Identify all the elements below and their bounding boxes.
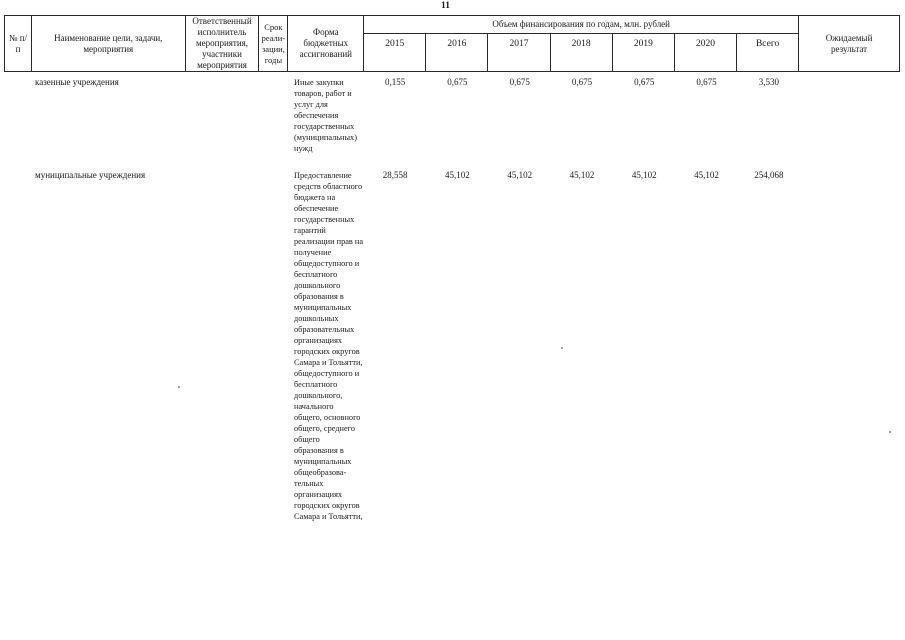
header-cell-year-2019: 2019 (613, 34, 675, 71)
cell-value-2019: 0,675 (634, 77, 655, 87)
header-cell-expected-result: Ожидаемый результат (825, 32, 873, 54)
header-cell-year-2020: 2020 (675, 34, 738, 71)
scan-speck (178, 386, 180, 388)
header-cell-executor: Ответственный исполнитель мероприятия, у… (186, 16, 260, 71)
cell-value-2020: 45,102 (694, 170, 719, 180)
cell-value-2020: 0,675 (696, 77, 717, 87)
header-cell-year-2017: 2017 (488, 34, 551, 71)
cell-value-total: 3,530 (758, 77, 779, 87)
table-body: казенные учреждения Иные закупки товаров… (4, 72, 900, 522)
header-group-financing: Объем финансирования по годам, млн. рубл… (364, 16, 800, 71)
header-cell-form: Форма бюджетных ассигнований (288, 16, 365, 71)
header-cell-year-2015: 2015 (364, 34, 427, 71)
cell-values-group: 28,558 45,102 45,102 45,102 45,102 45,10… (364, 165, 800, 180)
header-cell-name: Наименование цели, задачи, мероприятия (32, 16, 186, 71)
budget-financing-table: № п/п Наименование цели, задачи, меропри… (4, 15, 900, 522)
cell-value-2015: 28,558 (382, 170, 408, 180)
header-cell-term: Срок реали- зации, годы (259, 16, 289, 71)
cell-value-total: 254,068 (754, 170, 784, 180)
table-header-row: № п/п Наименование цели, задачи, меропри… (4, 15, 900, 72)
page-number: 11 (441, 1, 450, 11)
financing-group-title: Объем финансирования по годам, млн. рубл… (364, 16, 799, 34)
cell-name: казенные учреждения (35, 77, 119, 87)
table-row-kazennye: казенные учреждения Иные закупки товаров… (4, 72, 900, 165)
scan-speck (889, 431, 891, 433)
table-row-municipalnye: муниципальные учреждения Предоставление … (4, 165, 900, 522)
cell-name: муниципальные учреждения (35, 170, 146, 180)
cell-value-2016: 45,102 (445, 170, 470, 180)
header-cell-year-2016: 2016 (426, 34, 489, 71)
cell-value-2016: 0,675 (447, 77, 468, 87)
cell-value-2019: 45,102 (631, 170, 657, 180)
financing-years-row: 2015 2016 2017 2018 2019 2020 Всего (364, 34, 798, 71)
cell-value-2017: 0,675 (509, 77, 530, 87)
cell-value-2018: 45,102 (569, 170, 595, 180)
cell-form: Предоставление средств областного бюджет… (294, 171, 364, 521)
scan-speck (561, 347, 563, 349)
cell-value-2017: 45,102 (507, 170, 533, 180)
header-cell-num: № п/п (5, 16, 32, 71)
cell-value-2015: 0,155 (385, 77, 406, 87)
header-cell-year-2018: 2018 (551, 34, 613, 71)
header-cell-total: Всего (755, 39, 780, 49)
cell-value-2018: 0,675 (571, 77, 593, 87)
cell-form: Иные закупки товаров, работ и услуг для … (294, 78, 357, 153)
cell-values-group: 0,155 0,675 0,675 0,675 0,675 0,675 3,53… (364, 72, 800, 87)
